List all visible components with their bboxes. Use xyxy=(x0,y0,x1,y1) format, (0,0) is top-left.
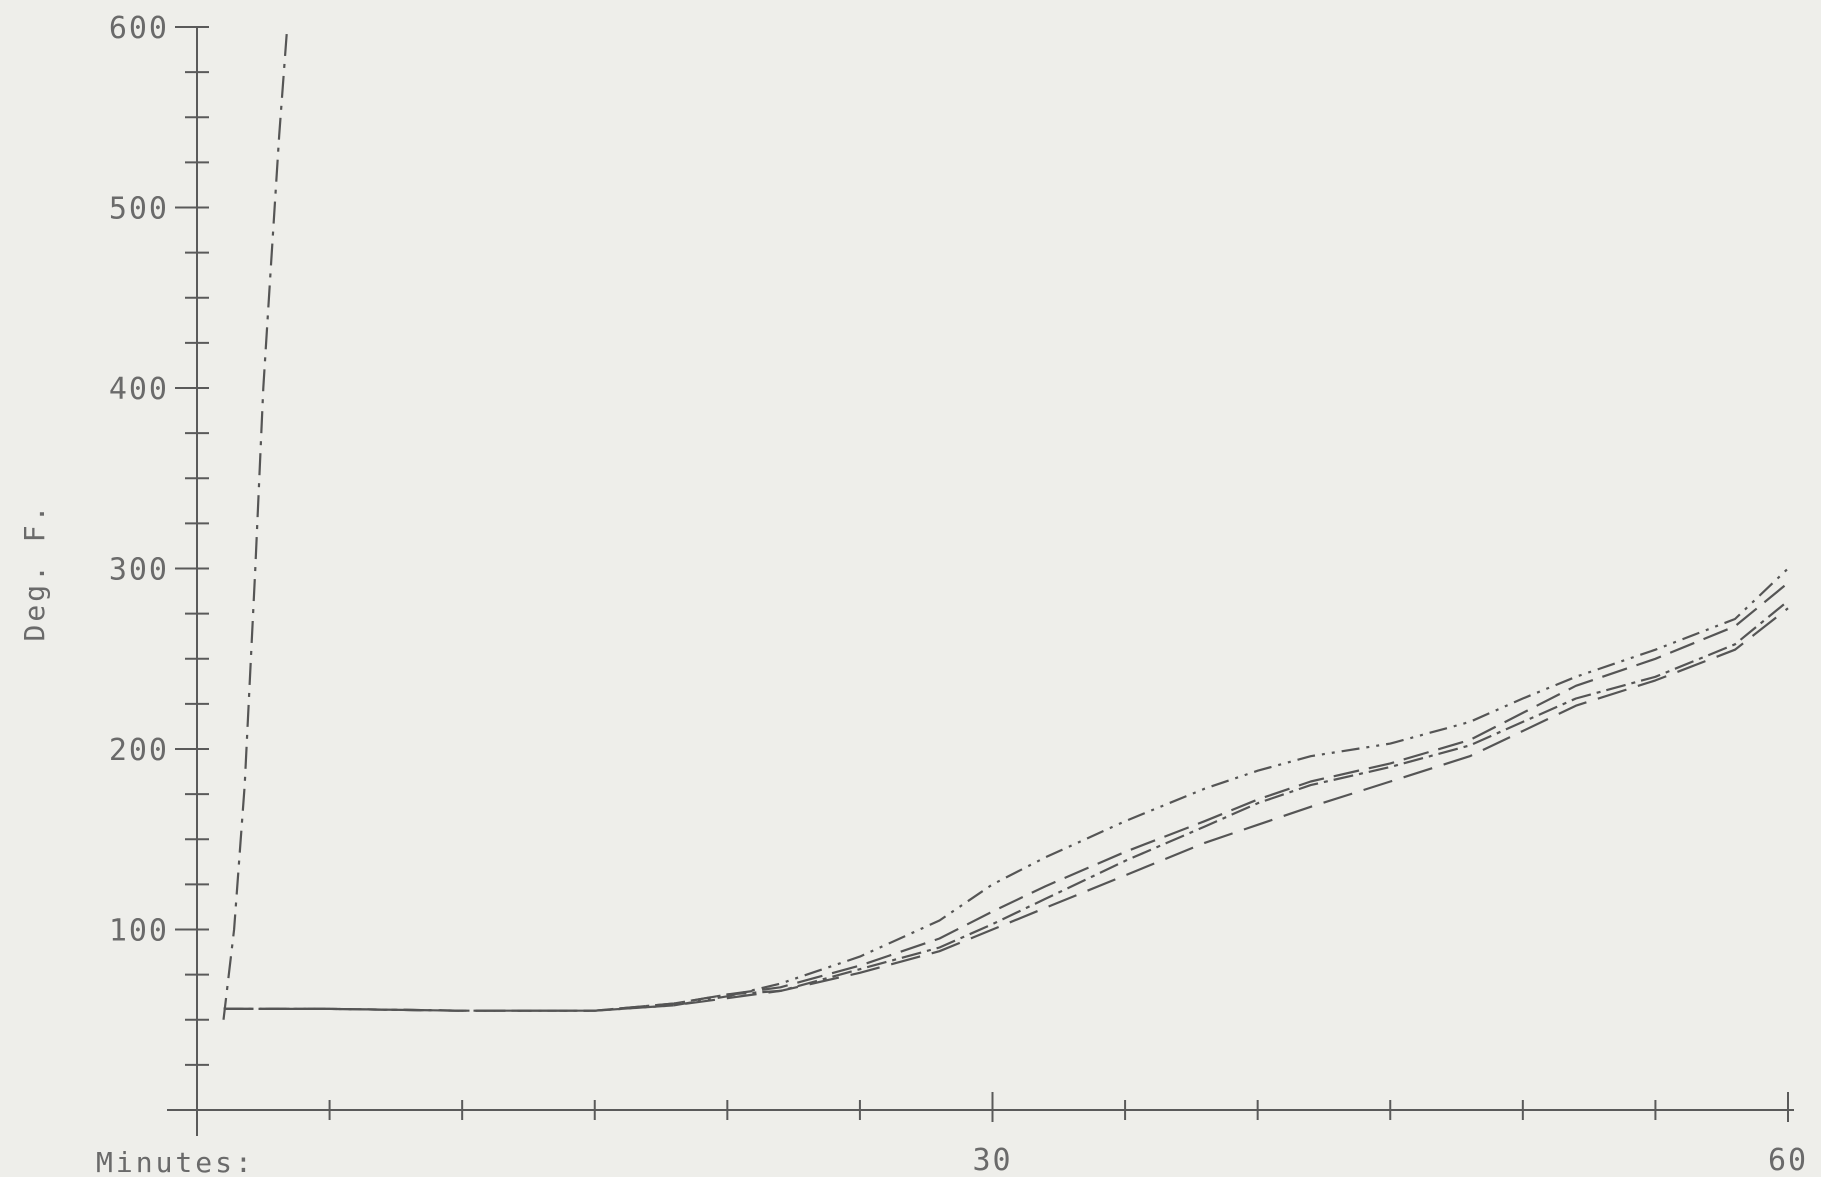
y-tick-label: 200 xyxy=(109,733,169,768)
x-axis-title: Minutes: xyxy=(96,1146,255,1177)
y-tick-label: 400 xyxy=(109,372,169,407)
series-line-5 xyxy=(223,607,1789,1012)
y-axis-title: Deg. F. xyxy=(18,502,51,641)
series-line-3 xyxy=(223,582,1789,1012)
series-line-1 xyxy=(222,26,289,1020)
y-tick-label: 500 xyxy=(109,192,169,227)
y-tick-label: 300 xyxy=(109,553,169,588)
series-line-4 xyxy=(223,600,1789,1012)
y-tick-label: 600 xyxy=(109,11,169,46)
axes xyxy=(167,26,1794,1136)
x-tick-label: 60 xyxy=(1768,1143,1808,1177)
y-tick-label: 100 xyxy=(109,914,169,949)
series-layer xyxy=(222,26,1789,1020)
labels: 100 200 300 400 500 600 30 60 Minutes: Deg. F. xyxy=(18,11,1808,1177)
x-tick-label: 30 xyxy=(972,1143,1012,1177)
series-line-2 xyxy=(223,567,1789,1012)
